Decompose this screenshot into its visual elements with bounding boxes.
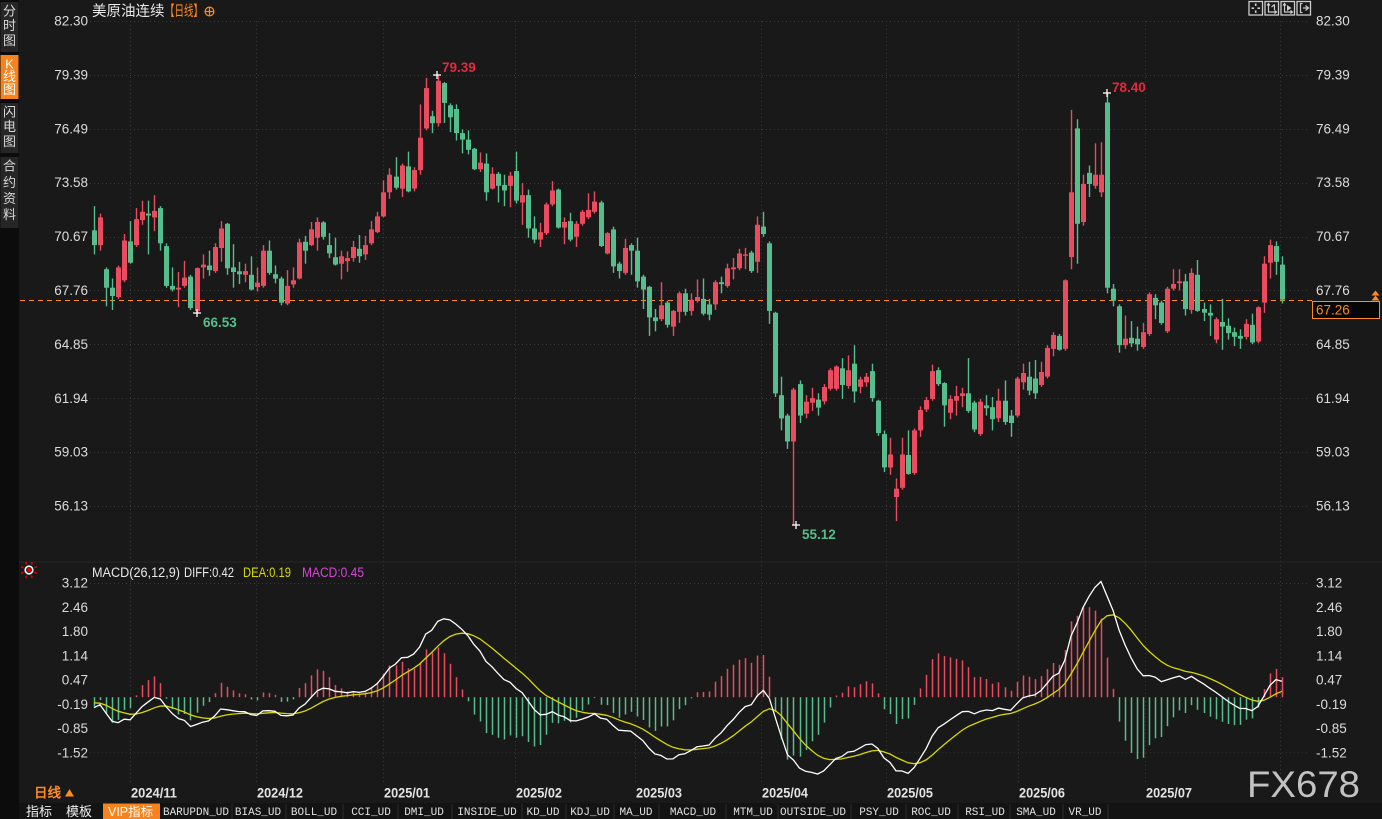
svg-text:VR_UD: VR_UD [1068, 807, 1101, 819]
svg-text:BIAS_UD: BIAS_UD [235, 807, 282, 819]
svg-text:76.49: 76.49 [54, 121, 88, 136]
svg-text:MACD:0.45: MACD:0.45 [302, 565, 364, 580]
svg-text:约: 约 [3, 175, 16, 190]
svg-text:82.30: 82.30 [1316, 14, 1350, 29]
svg-text:78.40: 78.40 [1112, 80, 1146, 95]
svg-text:67.76: 67.76 [54, 283, 88, 298]
svg-text:PSY_UD: PSY_UD [859, 807, 899, 819]
svg-text:67.76: 67.76 [1316, 283, 1350, 298]
svg-text:2025/04: 2025/04 [762, 786, 808, 801]
svg-text:1.80: 1.80 [62, 624, 88, 639]
svg-text:时: 时 [3, 18, 16, 33]
svg-text:2025/02: 2025/02 [516, 786, 562, 801]
svg-text:BOLL_UD: BOLL_UD [291, 807, 338, 819]
svg-text:2.46: 2.46 [62, 600, 88, 615]
svg-text:DEA:0.19: DEA:0.19 [243, 565, 291, 580]
svg-text:73.58: 73.58 [54, 175, 88, 190]
svg-text:2025/06: 2025/06 [1019, 786, 1065, 801]
svg-text:OUTSIDE_UD: OUTSIDE_UD [780, 807, 846, 819]
svg-text:79.39: 79.39 [1316, 67, 1350, 82]
svg-text:2.46: 2.46 [1316, 600, 1342, 615]
svg-text:2025/03: 2025/03 [636, 786, 682, 801]
svg-text:合: 合 [3, 159, 16, 174]
svg-text:DIFF:0.42: DIFF:0.42 [184, 565, 234, 580]
svg-text:BARUPDN_UD: BARUPDN_UD [163, 807, 229, 819]
svg-text:MA_UD: MA_UD [619, 807, 652, 819]
svg-text:KD_UD: KD_UD [526, 807, 559, 819]
svg-text:66.53: 66.53 [203, 315, 237, 330]
svg-text:70.67: 70.67 [1316, 229, 1350, 244]
svg-text:美原油连续: 美原油连续 [92, 3, 165, 20]
svg-text:KDJ_UD: KDJ_UD [570, 807, 610, 819]
svg-text:0.47: 0.47 [1316, 673, 1342, 688]
svg-text:SMA_UD: SMA_UD [1016, 807, 1056, 819]
svg-text:FX678: FX678 [1247, 764, 1360, 805]
svg-text:K: K [5, 57, 14, 72]
svg-text:82.30: 82.30 [54, 14, 88, 29]
svg-text:76.49: 76.49 [1316, 121, 1350, 136]
svg-text:70.67: 70.67 [54, 229, 88, 244]
svg-text:2024/11: 2024/11 [131, 786, 177, 801]
svg-text:-0.19: -0.19 [1316, 697, 1347, 712]
svg-text:-0.19: -0.19 [57, 697, 88, 712]
svg-text:56.13: 56.13 [54, 499, 88, 514]
svg-text:-0.85: -0.85 [1316, 721, 1347, 736]
svg-text:67.26: 67.26 [1316, 303, 1350, 318]
svg-text:2024/12: 2024/12 [257, 786, 303, 801]
svg-text:模板: 模板 [66, 804, 92, 819]
svg-text:VIP指标: VIP指标 [108, 804, 153, 819]
svg-text:【日线】: 【日线】 [165, 3, 203, 20]
svg-text:73.58: 73.58 [1316, 175, 1350, 190]
svg-text:2025/05: 2025/05 [887, 786, 933, 801]
svg-text:64.85: 64.85 [1316, 337, 1350, 352]
svg-text:日线: 日线 [34, 785, 61, 801]
svg-text:79.39: 79.39 [54, 67, 88, 82]
svg-text:-1.52: -1.52 [57, 745, 88, 760]
svg-text:1.80: 1.80 [1316, 624, 1342, 639]
svg-text:RSI_UD: RSI_UD [965, 807, 1005, 819]
svg-text:3.12: 3.12 [1316, 576, 1342, 591]
svg-text:61.94: 61.94 [1316, 391, 1350, 406]
svg-text:INSIDE_UD: INSIDE_UD [457, 807, 517, 819]
svg-text:图: 图 [3, 134, 16, 149]
svg-text:线: 线 [3, 69, 16, 84]
svg-text:MACD(26,12,9): MACD(26,12,9) [92, 565, 180, 580]
svg-text:MACD_UD: MACD_UD [670, 807, 717, 819]
svg-text:料: 料 [3, 207, 16, 222]
svg-text:图: 图 [3, 82, 16, 97]
svg-text:59.03: 59.03 [54, 445, 88, 460]
svg-text:-1.52: -1.52 [1316, 745, 1347, 760]
svg-text:2025/01: 2025/01 [384, 786, 430, 801]
svg-text:DMI_UD: DMI_UD [404, 807, 444, 819]
svg-text:0.47: 0.47 [62, 673, 88, 688]
svg-text:55.12: 55.12 [802, 527, 836, 542]
svg-text:56.13: 56.13 [1316, 499, 1350, 514]
svg-text:59.03: 59.03 [1316, 445, 1350, 460]
svg-text:61.94: 61.94 [54, 391, 88, 406]
svg-text:3.12: 3.12 [62, 576, 88, 591]
svg-text:64.85: 64.85 [54, 337, 88, 352]
svg-text:1.14: 1.14 [62, 648, 89, 663]
svg-text:79.39: 79.39 [442, 60, 476, 75]
svg-text:电: 电 [3, 119, 16, 134]
svg-text:分: 分 [3, 4, 16, 19]
svg-text:2025/07: 2025/07 [1146, 786, 1192, 801]
svg-text:1.14: 1.14 [1316, 648, 1343, 663]
svg-text:ROC_UD: ROC_UD [911, 807, 951, 819]
svg-text:图: 图 [3, 33, 16, 48]
svg-text:MTM_UD: MTM_UD [733, 807, 773, 819]
svg-text:闪: 闪 [3, 105, 16, 120]
svg-text:CCI_UD: CCI_UD [351, 807, 391, 819]
svg-text:-0.85: -0.85 [57, 721, 88, 736]
svg-text:资: 资 [3, 191, 16, 206]
svg-text:指标: 指标 [26, 804, 52, 819]
